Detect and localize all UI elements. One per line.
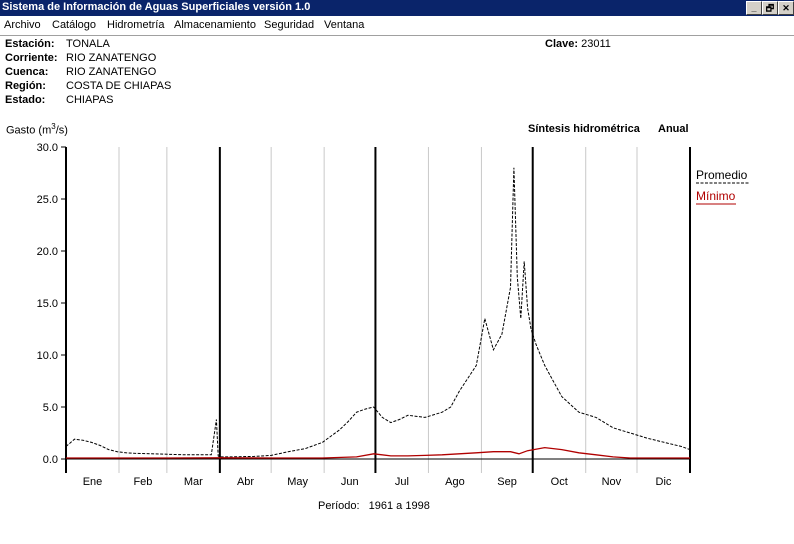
y-tick-label: 5.0 [43,402,58,414]
y-tick-label: 15.0 [37,298,58,310]
y-tick-label: 10.0 [37,350,58,362]
menu-catalogo[interactable]: Catálogo [52,19,97,31]
restore-button[interactable]: 🗗 [762,1,778,15]
cuenca-label: Cuenca: [5,66,49,78]
y-tick-label: 25.0 [37,194,58,206]
estado-value: CHIAPAS [66,94,114,106]
menu-seguridad[interactable]: Seguridad [264,19,315,31]
estacion-value: TONALA [66,38,110,50]
corriente-label: Corriente: [5,52,58,64]
y-axis-label: Gasto (m3/s) [6,122,68,137]
menu-almacenamiento[interactable]: Almacenamiento [174,19,256,31]
ylabel-end: /s) [55,124,68,137]
y-tick-label: 30.0 [37,142,58,154]
x-tick-label: Jul [395,476,409,488]
clave-value: 23011 [581,38,611,50]
clave-label: Clave: [545,38,579,50]
x-tick-label: Ago [445,476,465,488]
ylabel-base: Gasto (m [6,124,52,137]
corriente-value: RIO ZANATENGO [66,52,157,64]
menu-ventana[interactable]: Ventana [324,19,365,31]
y-tick-label: 20.0 [37,246,58,258]
x-tick-label: Feb [133,476,152,488]
minimize-button[interactable]: _ [746,1,762,15]
x-tick-label: Sep [497,476,517,488]
region-label: Región: [5,80,46,92]
period-row: Período: 1961 a 1998 [318,500,430,512]
x-tick-label: Mar [184,476,203,488]
x-tick-label: Abr [237,476,254,488]
x-tick-label: Jun [341,476,359,488]
x-tick-label: Ene [83,476,103,488]
menu-hidrometria[interactable]: Hidrometría [107,19,165,31]
series-line-promedio [65,167,691,458]
menu-archivo[interactable]: Archivo [4,19,41,31]
region-value: COSTA DE CHIAPAS [66,80,172,92]
x-tick-label: Oct [551,476,568,488]
x-tick-label: May [287,476,308,488]
x-tick-label: Nov [602,476,622,488]
y-tick-label: 0.0 [43,454,58,466]
close-button[interactable]: ✕ [778,1,794,15]
legend-label: Promedio [696,168,748,182]
period-value: 1961 a 1998 [368,500,430,512]
series-line-minimo [66,446,690,459]
chart-synth-title: Síntesis hidrométrica [528,123,640,135]
title-bar: Sistema de Información de Aguas Superfic… [0,0,794,16]
estacion-label: Estación: [5,38,55,50]
estado-label: Estado: [5,94,46,106]
x-tick-label: Dic [656,476,672,488]
period-label: Período: [318,500,360,512]
clave-row: Clave: 23011 [545,38,611,50]
window-title: Sistema de Información de Aguas Superfic… [2,1,311,13]
cuenca-value: RIO ZANATENGO [66,66,157,78]
ylabel-exp: 3 [51,122,56,131]
menu-bar: Archivo Catálogo Hidrometría Almacenamie… [0,16,794,36]
legend-label: Mínimo [696,189,736,203]
chart-mode: Anual [658,123,689,135]
